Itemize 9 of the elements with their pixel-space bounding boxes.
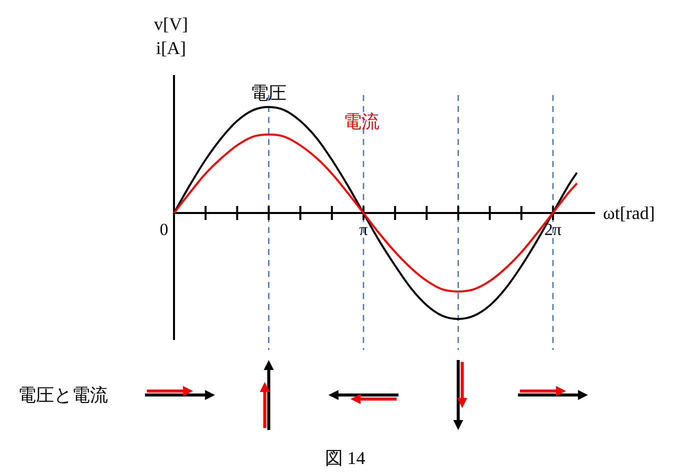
x-tick-label: 0 bbox=[160, 220, 168, 239]
y-axis-title: v[V] i[A] bbox=[154, 14, 188, 58]
x-axis-title: ωt[rad] bbox=[603, 203, 655, 223]
text: 電流 bbox=[344, 112, 380, 132]
x-tick-label: π bbox=[359, 220, 368, 239]
text: 電圧と電流 bbox=[18, 385, 108, 405]
caption: 図 14 bbox=[324, 448, 366, 468]
series-label: 電圧 bbox=[250, 83, 287, 103]
x-tick-label: 2π bbox=[544, 220, 562, 239]
